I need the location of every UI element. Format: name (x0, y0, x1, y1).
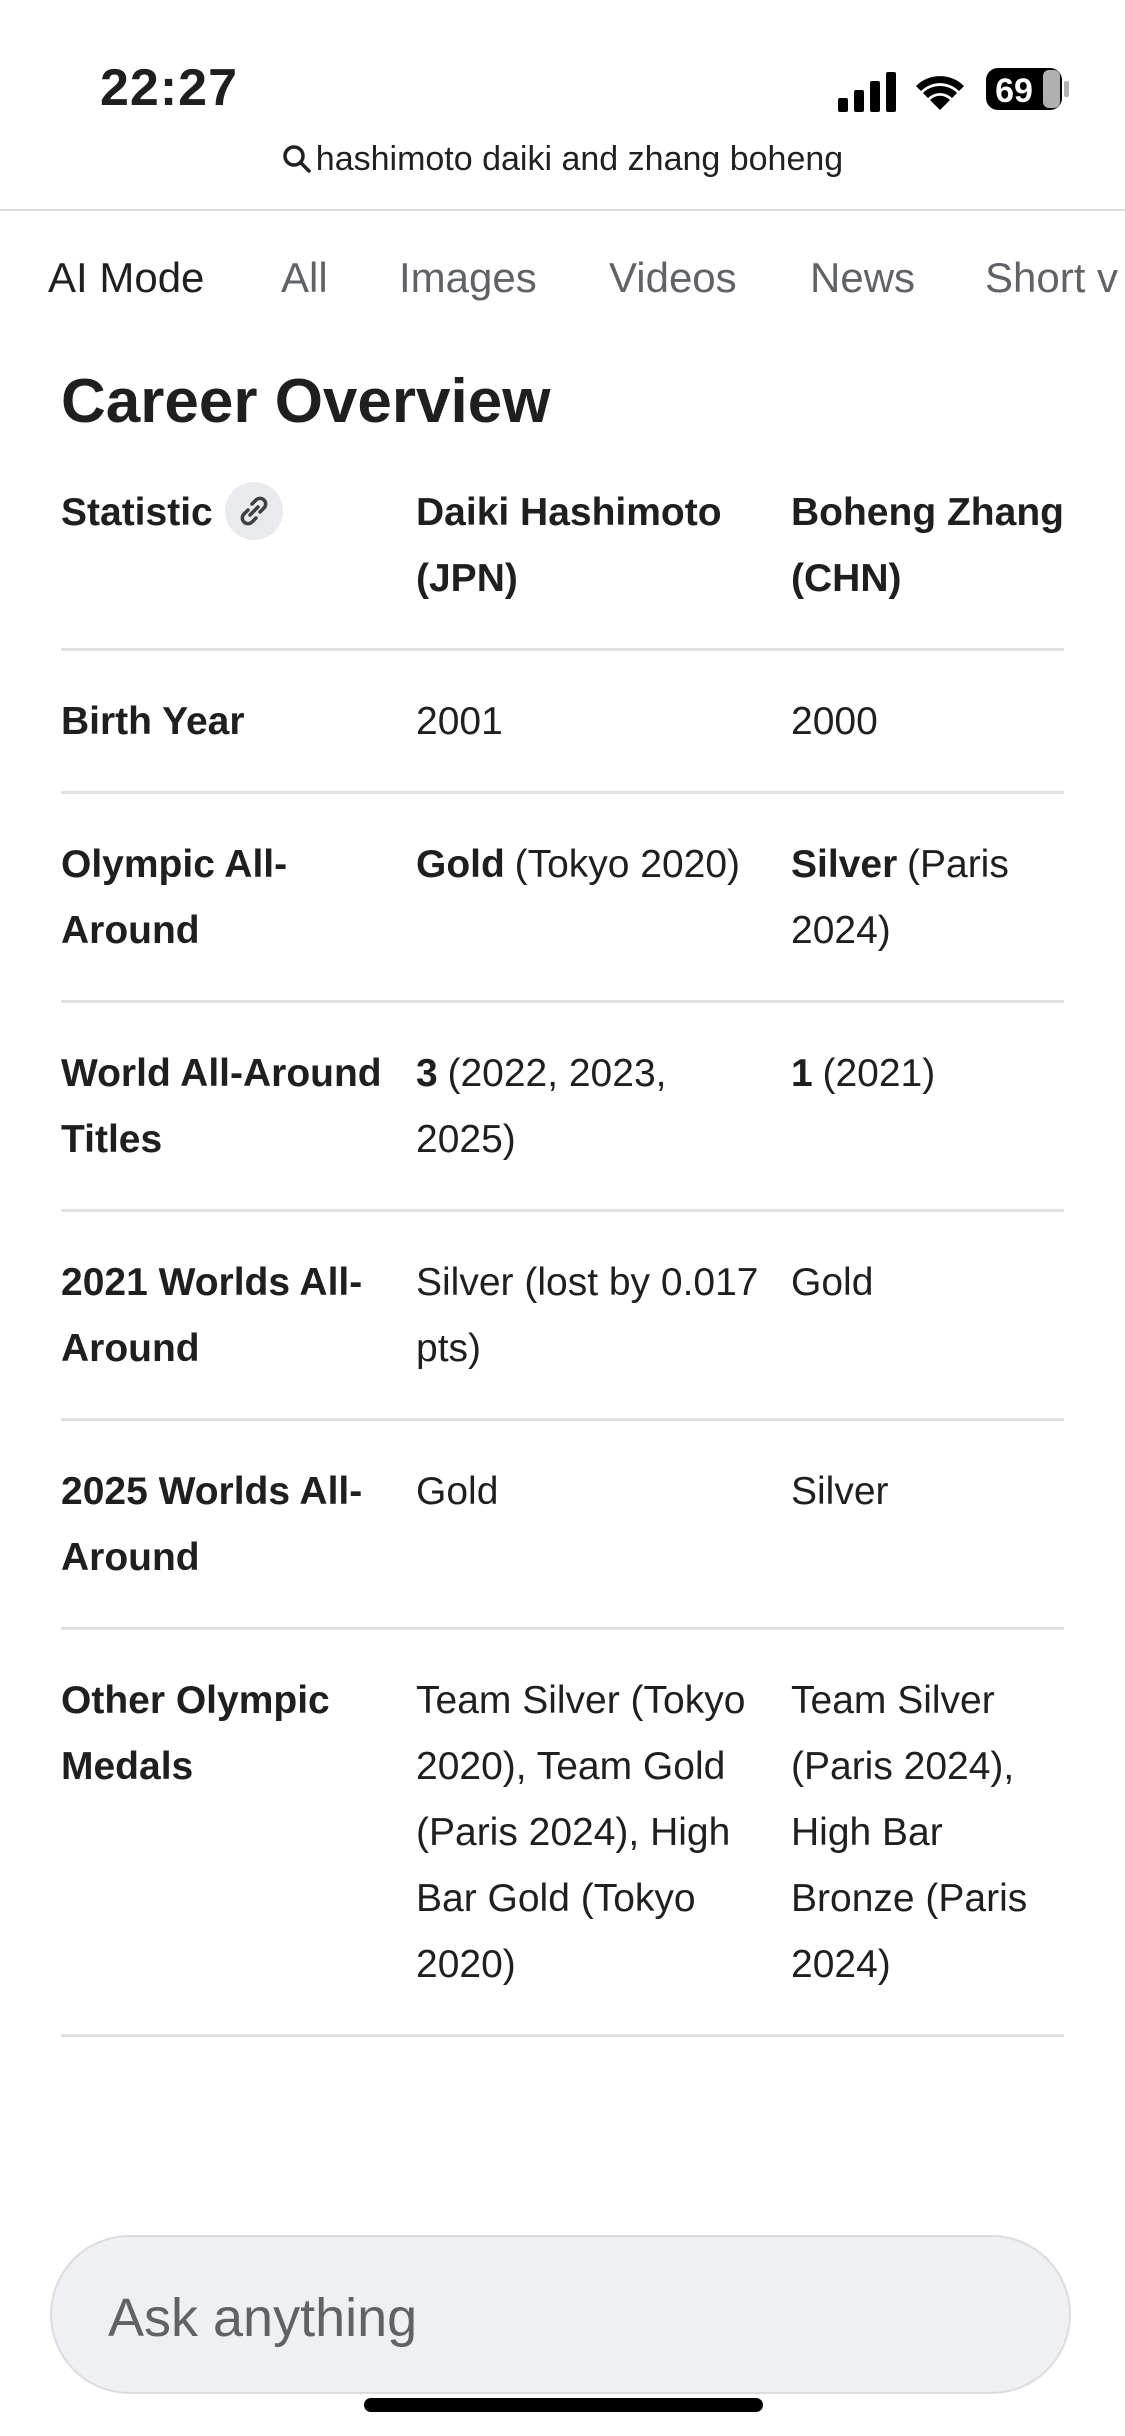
home-indicator (364, 2398, 763, 2412)
table-cell: Silver (791, 1419, 1064, 1630)
status-icons: 69 (838, 68, 1069, 112)
table-row: 2021 Worlds All-Around Silver (lost by 0.… (61, 1210, 1064, 1421)
cell-text: 2001 (416, 700, 503, 743)
header-text: Statistic (61, 491, 213, 534)
tab[interactable]: Short v (985, 254, 1119, 301)
header-row: Statistic Daiki Hashimoto (JPN) Boheng Zha… (61, 472, 1064, 651)
tab[interactable]: Videos (609, 254, 737, 301)
header-text: Daiki Hashimoto (JPN) (416, 491, 722, 600)
table-row: World All-Around Titles 3 (2022, 2023, 202… (61, 1001, 1064, 1212)
comparison-table: Statistic Daiki Hashimoto (JPN) Boheng Zha… (61, 472, 1064, 2037)
cell-strong: Silver (791, 843, 898, 886)
cell-text: 2021 Worlds All-Around (61, 1261, 363, 1370)
cell-text: Birth Year (61, 700, 245, 743)
row-label: World All-Around Titles (61, 1001, 416, 1212)
link-button[interactable] (224, 481, 283, 540)
header-cell: Statistic (61, 472, 416, 651)
link-icon (240, 496, 268, 526)
cell-strong: 1 (791, 1052, 813, 1095)
cell-text: Team Silver (Tokyo 2020), Team Gold (Par… (416, 1679, 746, 1986)
table-row: Olympic All-Around Gold (Tokyo 2020) Silver… (61, 792, 1064, 1003)
cell-text: Olympic All-Around (61, 843, 288, 952)
row-label: Birth Year (61, 649, 416, 794)
table-row: 2025 Worlds All-Around Gold Silver (61, 1419, 1064, 1630)
cell-text: (Tokyo 2020) (514, 843, 741, 886)
header-cell: Daiki Hashimoto (JPN) (416, 472, 791, 651)
cell-text: (2022, 2023, 2025) (416, 1052, 667, 1161)
cell-text: (2021) (822, 1052, 936, 1095)
table-cell: 1 (2021) (791, 1001, 1064, 1212)
ask-placeholder: Ask anything (108, 2288, 418, 2348)
cell-text: Silver (lost by 0.017 pts) (416, 1261, 759, 1370)
cell-text: World All-Around Titles (61, 1052, 382, 1161)
table-cell: 3 (2022, 2023, 2025) (416, 1001, 791, 1212)
table-cell: Team Silver (Tokyo 2020), Team Gold (Par… (416, 1628, 791, 2037)
search-query: hashimoto daiki and zhang boheng (315, 140, 844, 178)
table-cell: Silver (Paris 2024) (791, 792, 1064, 1003)
cell-text: Gold (791, 1261, 874, 1304)
header-cell: Boheng Zhang (CHN) (791, 472, 1064, 651)
search-bar[interactable]: hashimoto daiki and zhang boheng (0, 140, 1125, 179)
table-cell: Silver (lost by 0.017 pts) (416, 1210, 791, 1421)
cell-text: 2025 Worlds All-Around (61, 1470, 363, 1579)
row-label: Other Olympic Medals (61, 1628, 416, 2037)
table-cell: 2000 (791, 649, 1064, 794)
cell-text: Gold (416, 1470, 499, 1513)
tab[interactable]: All (281, 254, 328, 301)
row-label: 2021 Worlds All-Around (61, 1210, 416, 1421)
search-icon (283, 145, 311, 173)
cell-text: 2000 (791, 700, 878, 743)
cell-strong: 3 (416, 1052, 438, 1095)
header-text: Boheng Zhang (CHN) (791, 491, 1064, 600)
tab[interactable]: Images (399, 254, 537, 301)
table-cell: Gold (416, 1419, 791, 1630)
battery-level: 69 (995, 72, 1033, 110)
table-cell: Team Silver (Paris 2024), High Bar Bronz… (791, 1628, 1064, 2037)
cell-text: Silver (791, 1470, 889, 1513)
row-label: 2025 Worlds All-Around (61, 1419, 416, 1630)
status-time: 22:27 (100, 59, 238, 117)
divider (0, 209, 1125, 211)
tab[interactable]: News (810, 254, 916, 301)
table-row: Other Olympic Medals Team Silver (Tokyo 2… (61, 1628, 1064, 2037)
cell-strong: Gold (416, 843, 505, 886)
cell-text: (Paris 2024) (791, 843, 1009, 952)
section-heading: Career Overview (61, 367, 551, 436)
table-cell: Gold (791, 1210, 1064, 1421)
cell-text: Other Olympic Medals (61, 1679, 330, 1788)
table-cell: Gold (Tokyo 2020) (416, 792, 791, 1003)
table-cell: 2001 (416, 649, 791, 794)
cell-text: Team Silver (Paris 2024), High Bar Bronz… (791, 1679, 1028, 1986)
table-row: Birth Year 2001 2000 (61, 649, 1064, 794)
ask-input[interactable] (50, 2235, 1071, 2394)
row-label: Olympic All-Around (61, 792, 416, 1003)
tab[interactable]: AI Mode (48, 254, 205, 301)
